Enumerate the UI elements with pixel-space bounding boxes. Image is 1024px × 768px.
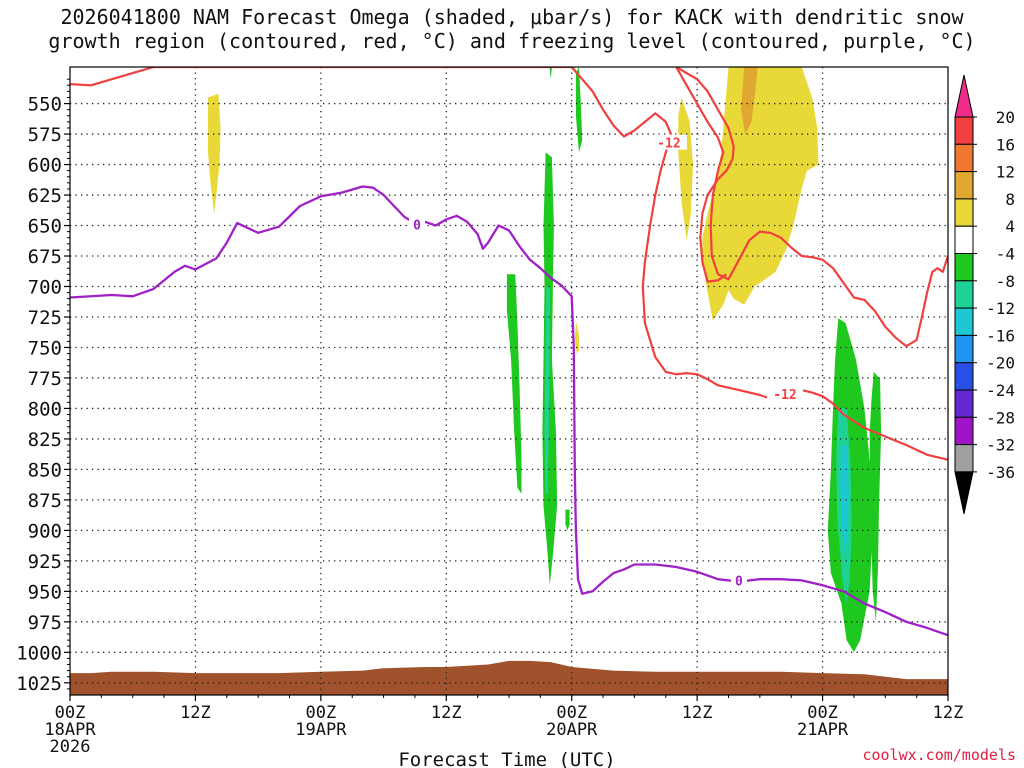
colorbar-box <box>954 444 974 473</box>
freezing-label-right: 0 <box>735 574 743 589</box>
x-tick-label: 18APR <box>44 720 96 740</box>
colorbar-box <box>954 253 974 282</box>
x-tick-label: 12Z <box>431 703 462 723</box>
omega-region-0 <box>208 93 221 214</box>
colorbar-label: 12 <box>996 163 1015 182</box>
omega-region-10 <box>544 286 550 494</box>
colorbar-box <box>954 334 974 364</box>
credit-text: coolwx.com/models <box>862 746 1016 764</box>
y-tick-label: 825 <box>28 429 62 451</box>
colorbar-box <box>954 143 974 173</box>
y-tick-label: 750 <box>28 337 62 359</box>
colorbar-box <box>954 198 974 227</box>
colorbar-label: 16 <box>996 135 1015 154</box>
colorbar-box <box>954 225 974 254</box>
dgz-contour-upper <box>70 67 948 461</box>
colorbar-label: -16 <box>986 326 1015 345</box>
y-tick-label: 900 <box>28 520 62 542</box>
omega-region-4 <box>574 320 579 354</box>
omega-region-8 <box>506 274 522 494</box>
y-tick-label: 1000 <box>16 642 62 664</box>
y-tick-label: 625 <box>28 185 62 207</box>
colorbar-box <box>954 416 974 446</box>
x-tick-label: 00Z <box>556 703 587 723</box>
colorbar-label: -8 <box>996 272 1015 291</box>
terrain-area <box>70 660 948 695</box>
dgz-label-lower: -12 <box>773 388 796 403</box>
colorbar-label: -32 <box>986 436 1015 455</box>
colorbar-label: -36 <box>986 463 1015 482</box>
y-tick-label: 950 <box>28 581 62 603</box>
x-tick-label: 00Z <box>807 703 838 723</box>
colorbar-label: -4 <box>996 245 1015 264</box>
colorbar-label: -24 <box>986 381 1015 400</box>
chart-title-line-1: 2026041800 NAM Forecast Omega (shaded, μ… <box>60 5 964 29</box>
freezing-label-left-bg <box>409 216 426 232</box>
x-axis-label: Forecast Time (UTC) <box>398 749 615 768</box>
colorbar-box <box>954 389 974 418</box>
y-tick-label: 675 <box>28 246 62 268</box>
colorbar-box <box>954 171 974 200</box>
dgz-contour-lower <box>675 67 948 348</box>
omega-region-1 <box>702 67 819 321</box>
y-tick-label: 925 <box>28 551 62 573</box>
x-tick-label: 00Z <box>305 703 336 723</box>
omega-region-2 <box>678 97 693 241</box>
y-tick-label: 650 <box>28 216 62 238</box>
colorbar-label: 20 <box>996 108 1015 127</box>
y-tick-label: 550 <box>28 94 62 116</box>
colorbar-box <box>954 116 974 145</box>
freezing-label-right-bg <box>730 572 747 588</box>
y-tick-label: 725 <box>28 307 62 329</box>
y-tick-label: 600 <box>28 155 62 177</box>
y-tick-label: 800 <box>28 398 62 420</box>
y-tick-label: 775 <box>28 368 62 390</box>
x-tick-label: 00Z <box>55 703 86 723</box>
colorbar-box <box>954 362 974 391</box>
y-tick-label: 575 <box>28 124 62 146</box>
colorbar-label: 4 <box>1005 217 1015 236</box>
colorbar-label: -20 <box>986 354 1015 373</box>
omega-region-6 <box>549 67 552 80</box>
dgz-contour-right <box>675 67 735 283</box>
colorbar-bottom-arrow <box>954 471 974 515</box>
y-tick-label: 700 <box>28 276 62 298</box>
colorbar-box <box>954 307 974 336</box>
omega-region-11 <box>565 509 570 531</box>
dgz-label-lower-bg <box>766 385 803 401</box>
omega-region-3 <box>741 67 758 135</box>
y-tick-label: 875 <box>28 490 62 512</box>
x-tick-label: 12Z <box>180 703 211 723</box>
omega-region-9 <box>542 152 558 586</box>
chart-title-line-2: growth region (contoured, red, °C) and f… <box>48 29 976 53</box>
colorbar-label: -12 <box>986 299 1015 318</box>
freezing-label-left: 0 <box>413 218 421 233</box>
x-tick-label: 12Z <box>933 703 964 723</box>
colorbar-label: 8 <box>1005 190 1015 209</box>
y-tick-label: 1025 <box>16 673 62 695</box>
colorbar-label: -28 <box>986 408 1015 427</box>
x-tick-label: 20APR <box>546 720 598 740</box>
omega-region-7 <box>575 67 583 153</box>
x-tick-label: 19APR <box>295 720 347 740</box>
x-tick-label: 21APR <box>797 720 849 740</box>
y-tick-label: 850 <box>28 459 62 481</box>
colorbar-box <box>954 280 974 309</box>
dgz-label-upper-bg <box>650 134 687 150</box>
omega-region-15 <box>840 445 849 555</box>
x-tick-label: 12Z <box>682 703 713 723</box>
dgz-label-upper: -12 <box>657 137 680 152</box>
freezing-level-contour <box>70 185 948 637</box>
colorbar-top-arrow <box>954 74 974 118</box>
x-tick-label: 2026 <box>50 737 91 757</box>
omega-region-13 <box>869 371 882 622</box>
y-tick-label: 975 <box>28 612 62 634</box>
